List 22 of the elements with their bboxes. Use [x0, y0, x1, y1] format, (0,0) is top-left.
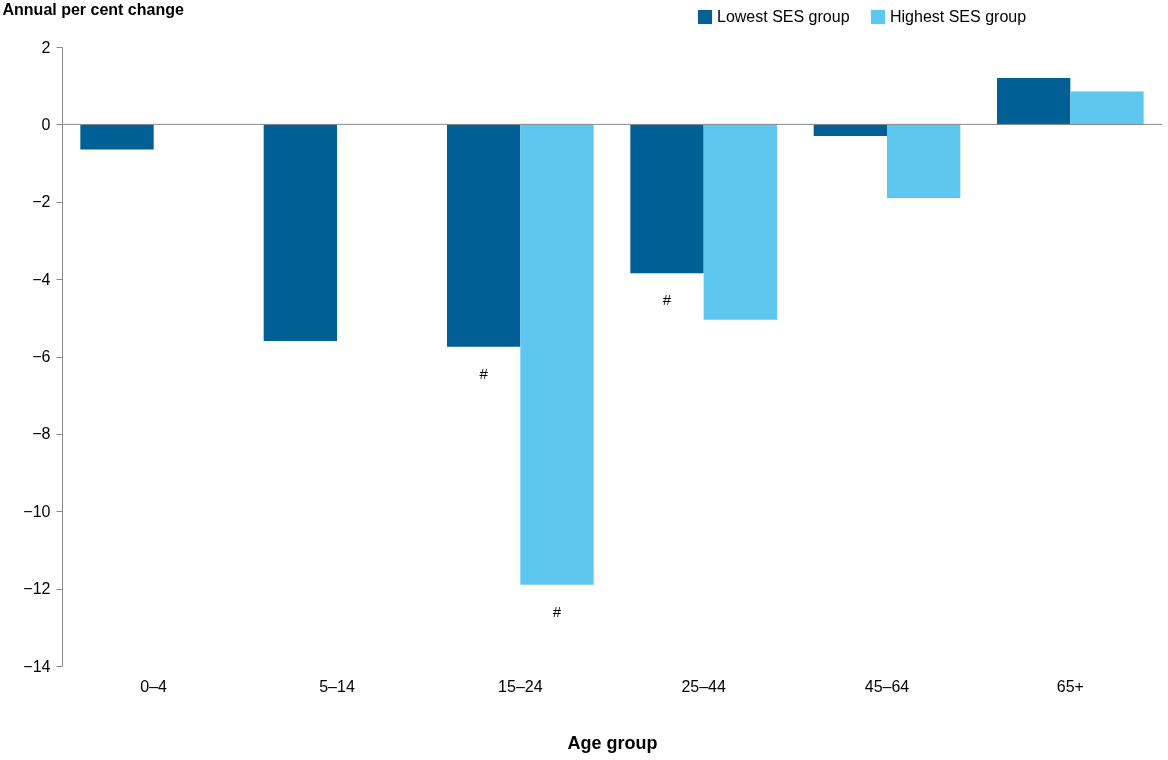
annotation: # [662, 291, 672, 309]
x-tick-label: 65+ [1056, 677, 1084, 695]
y-tick-label: −12 [23, 580, 51, 598]
x-tick-label: 15–24 [498, 677, 543, 695]
y-tick-label: −4 [32, 270, 51, 288]
legend-label: Highest SES group [890, 8, 1027, 25]
y-tick-label: −2 [32, 193, 51, 211]
y-tick-label: −10 [23, 502, 51, 520]
annotation: # [552, 602, 562, 620]
annotation: # [479, 364, 489, 382]
y-tick-label: 2 [41, 38, 51, 56]
x-tick-label: 5–14 [319, 677, 355, 695]
y-tick-label: −8 [32, 425, 51, 443]
y-axis-title: Annual per cent change [2, 0, 184, 18]
y-tick-label: −14 [23, 657, 51, 675]
x-tick-label: 45–64 [864, 677, 910, 695]
y-tick-label: −6 [32, 348, 51, 365]
x-tick-label: 25–44 [681, 677, 727, 695]
x-axis-title: Age group [567, 732, 658, 753]
y-tick-label: 0 [41, 115, 51, 133]
x-tick-label: 0–4 [140, 677, 168, 695]
legend-label: Lowest SES group [717, 8, 850, 25]
